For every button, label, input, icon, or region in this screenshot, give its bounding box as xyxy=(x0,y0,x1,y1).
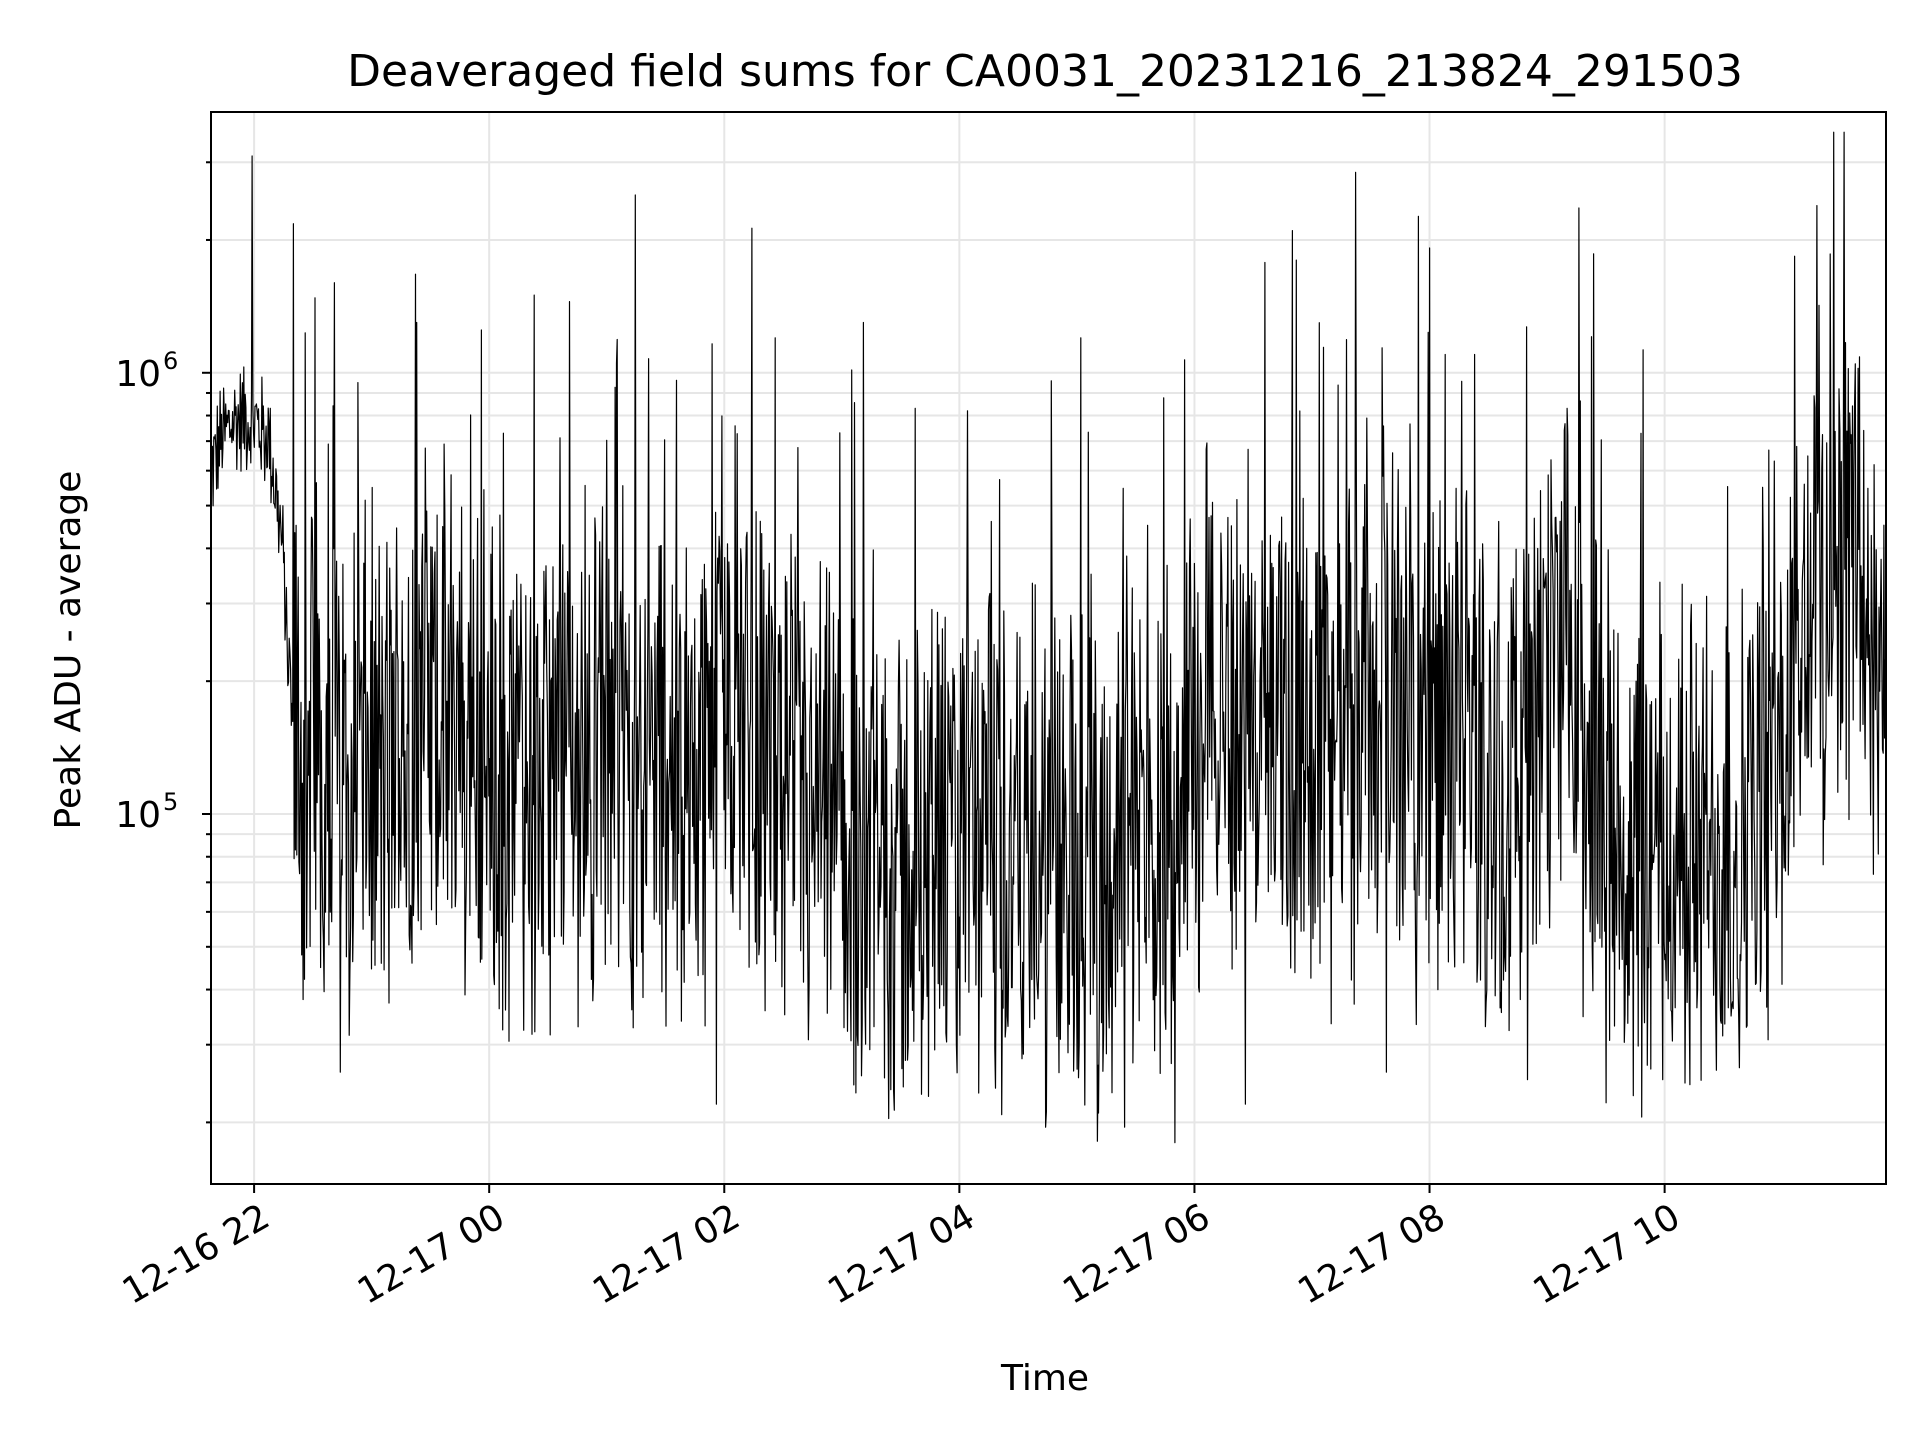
x-axis-label: Time xyxy=(1000,1358,1089,1399)
y-axis-label: Peak ADU - average xyxy=(48,471,89,830)
chart-title: Deaveraged field sums for CA0031_2023121… xyxy=(347,46,1743,97)
y-tick-exponent: 6 xyxy=(163,347,178,375)
y-tick-exponent: 5 xyxy=(163,788,178,816)
y-tick-label: 10 xyxy=(115,354,161,395)
y-tick-label: 10 xyxy=(115,795,161,836)
